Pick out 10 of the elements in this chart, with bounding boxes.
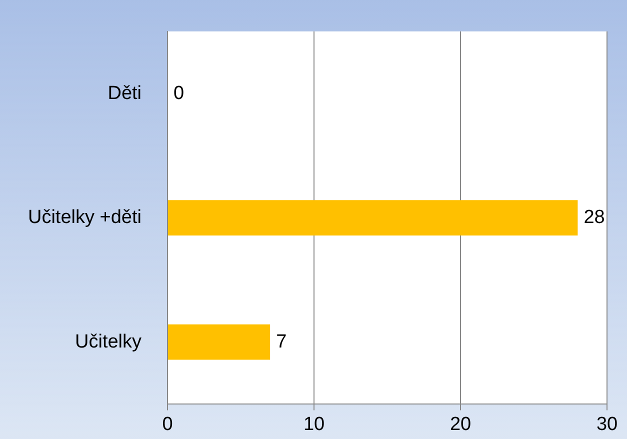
x-tick-label: 20 xyxy=(450,414,472,435)
x-tick-label: 10 xyxy=(303,414,325,435)
x-tick-label: 0 xyxy=(162,414,173,435)
data-label: 7 xyxy=(276,331,287,352)
y-tick-label: Děti xyxy=(108,82,142,104)
data-label: 0 xyxy=(174,82,184,104)
x-tick-label: 30 xyxy=(596,414,618,435)
y-tick-label: Učitelky xyxy=(75,331,142,352)
data-label: 28 xyxy=(584,207,605,228)
y-tick-label: Učitelky +děti xyxy=(28,207,142,228)
